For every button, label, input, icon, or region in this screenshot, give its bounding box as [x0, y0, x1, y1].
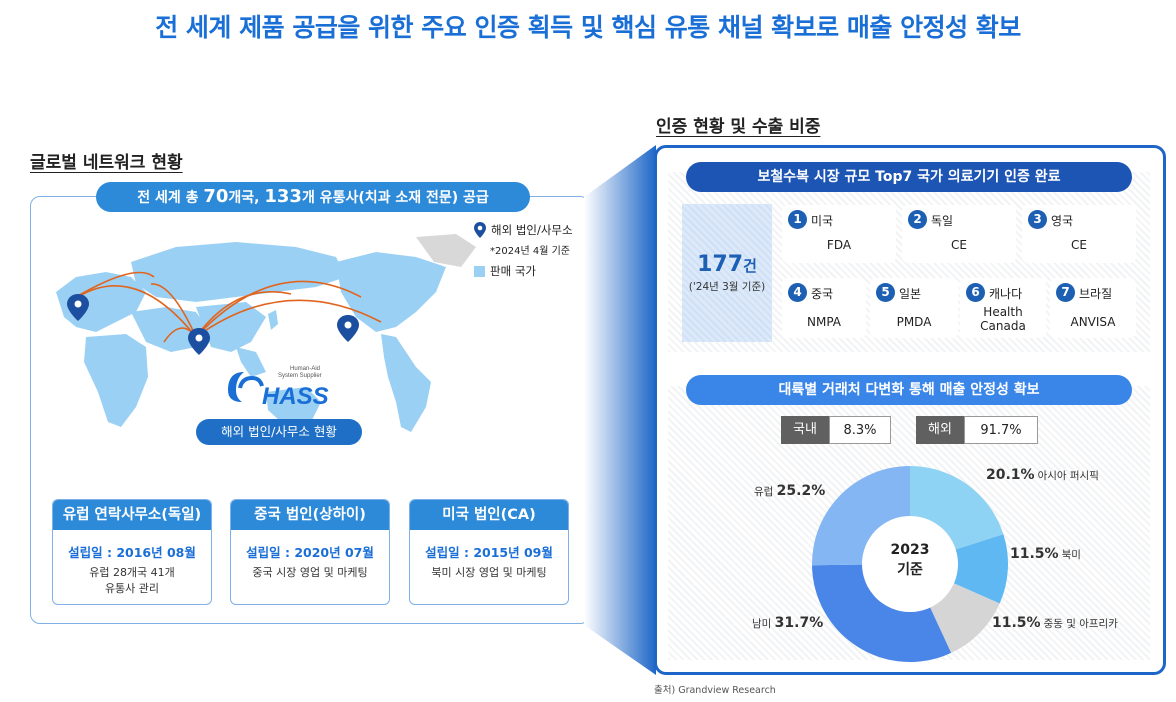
- office-desc: 중국 시장 영업 및 마케팅: [252, 566, 368, 579]
- legend-office-label: 해외 법인/사무소: [491, 223, 573, 237]
- svg-text:HASS: HASS: [262, 383, 329, 410]
- hass-logo: HASS Human-Aid System Supplier: [222, 360, 352, 410]
- pie-label-europe: 유럽 25.2%: [754, 483, 826, 499]
- world-map: [56, 234, 476, 432]
- supply-summary-pill: 전 세계 총 70개국, 133개 유통사(치과 소재 전문) 공급: [96, 182, 530, 212]
- office-card-usa: 미국 법인(CA) 설립일 : 2015년 09월 북미 시장 영업 및 마케팅: [409, 499, 569, 605]
- network-section-title: 글로벌 네트워크 현황: [30, 153, 183, 173]
- svg-text:Human-Aid: Human-Aid: [290, 366, 320, 372]
- office-card-china: 중국 법인(상하이) 설립일 : 2020년 07월 중국 시장 영업 및 마케…: [230, 499, 390, 605]
- panel-connector: [584, 145, 656, 675]
- donut-center-basis: 기준: [897, 562, 923, 578]
- cert-section-title: 인증 현황 및 수출 비중: [656, 117, 821, 137]
- cert-card: 7 브라질 ANVISA: [1050, 278, 1136, 338]
- donut-center-year: 2023: [891, 542, 930, 558]
- supply-prefix: 전 세계 총: [137, 190, 204, 206]
- svg-text:System Supplier: System Supplier: [278, 373, 322, 379]
- office-name: 유럽 연락사무소(독일): [53, 500, 211, 530]
- cert-card: 5 일본 PMDA: [870, 278, 958, 338]
- donut-slice-north-america: [910, 534, 1008, 604]
- cert-count-box: 177건 ('24년 3월 기준): [682, 204, 772, 342]
- pie-label-north-america: 11.5% 북미: [1010, 546, 1081, 562]
- overseas-share: 해외 91.7%: [916, 416, 1038, 444]
- cert-card: 6 캐나다 Health Canada: [960, 278, 1046, 338]
- page-title: 전 세계 제품 공급을 위한 주요 인증 획득 및 핵심 유통 채널 확보로 매…: [155, 13, 1021, 42]
- pie-label-south-america: 남미 31.7%: [752, 615, 824, 631]
- map-legend: 해외 법인/사무소 *2024년 4월 기준 판매 국가: [474, 222, 573, 283]
- cert-card: 2 독일 CE: [902, 205, 1016, 263]
- sales-country-swatch: [474, 265, 485, 277]
- cert-card: 1 미국 FDA: [782, 205, 896, 263]
- office-name: 중국 법인(상하이): [231, 500, 389, 530]
- office-date: 설립일 : 2016년 08월: [68, 545, 196, 560]
- domestic-share: 국내 8.3%: [781, 416, 891, 444]
- office-card-europe: 유럽 연락사무소(독일) 설립일 : 2016년 08월 유럽 28개국 41개…: [52, 499, 212, 605]
- source-note: 출처) Grandview Research: [654, 685, 776, 696]
- pie-label-asia: 20.1% 아시아 퍼시픽: [986, 467, 1099, 483]
- legend-sales-label: 판매 국가: [490, 264, 536, 278]
- pie-label-mea: 11.5% 중동 및 아프리카: [992, 615, 1118, 631]
- location-pin-icon: [474, 222, 486, 238]
- country-count: 70: [203, 186, 229, 207]
- legend-date-note: *2024년 4월 기준: [490, 246, 570, 257]
- office-date: 설립일 : 2015년 09월: [425, 545, 553, 560]
- supply-suffix: 개 유통사(치과 소재 전문) 공급: [301, 190, 489, 206]
- cert-title-pill: 보철수복 시장 규모 Top7 국가 의료기기 인증 완료: [686, 162, 1132, 192]
- country-unit: 개국,: [228, 190, 265, 206]
- cert-count: 177건: [697, 252, 757, 277]
- cert-count-note: ('24년 3월 기준): [688, 281, 766, 293]
- distributor-count: 133: [264, 186, 302, 207]
- office-date: 설립일 : 2020년 07월: [246, 545, 374, 560]
- office-status-pill: 해외 법인/사무소 현황: [196, 419, 362, 445]
- sales-title-pill: 대륙별 거래처 다변화 통해 매출 안정성 확보: [686, 375, 1132, 405]
- cert-card: 3 영국 CE: [1022, 205, 1136, 263]
- region-donut-chart: 2023 기준: [812, 466, 1008, 662]
- office-desc: 북미 시장 영업 및 마케팅: [431, 566, 547, 579]
- office-name: 미국 법인(CA): [410, 500, 568, 530]
- office-desc: 유럽 28개국 41개 유통사 관리: [89, 566, 175, 595]
- cert-card: 4 중국 NMPA: [782, 278, 866, 338]
